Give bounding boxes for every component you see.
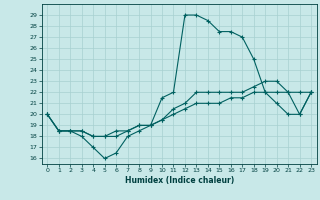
X-axis label: Humidex (Indice chaleur): Humidex (Indice chaleur)	[124, 176, 234, 185]
